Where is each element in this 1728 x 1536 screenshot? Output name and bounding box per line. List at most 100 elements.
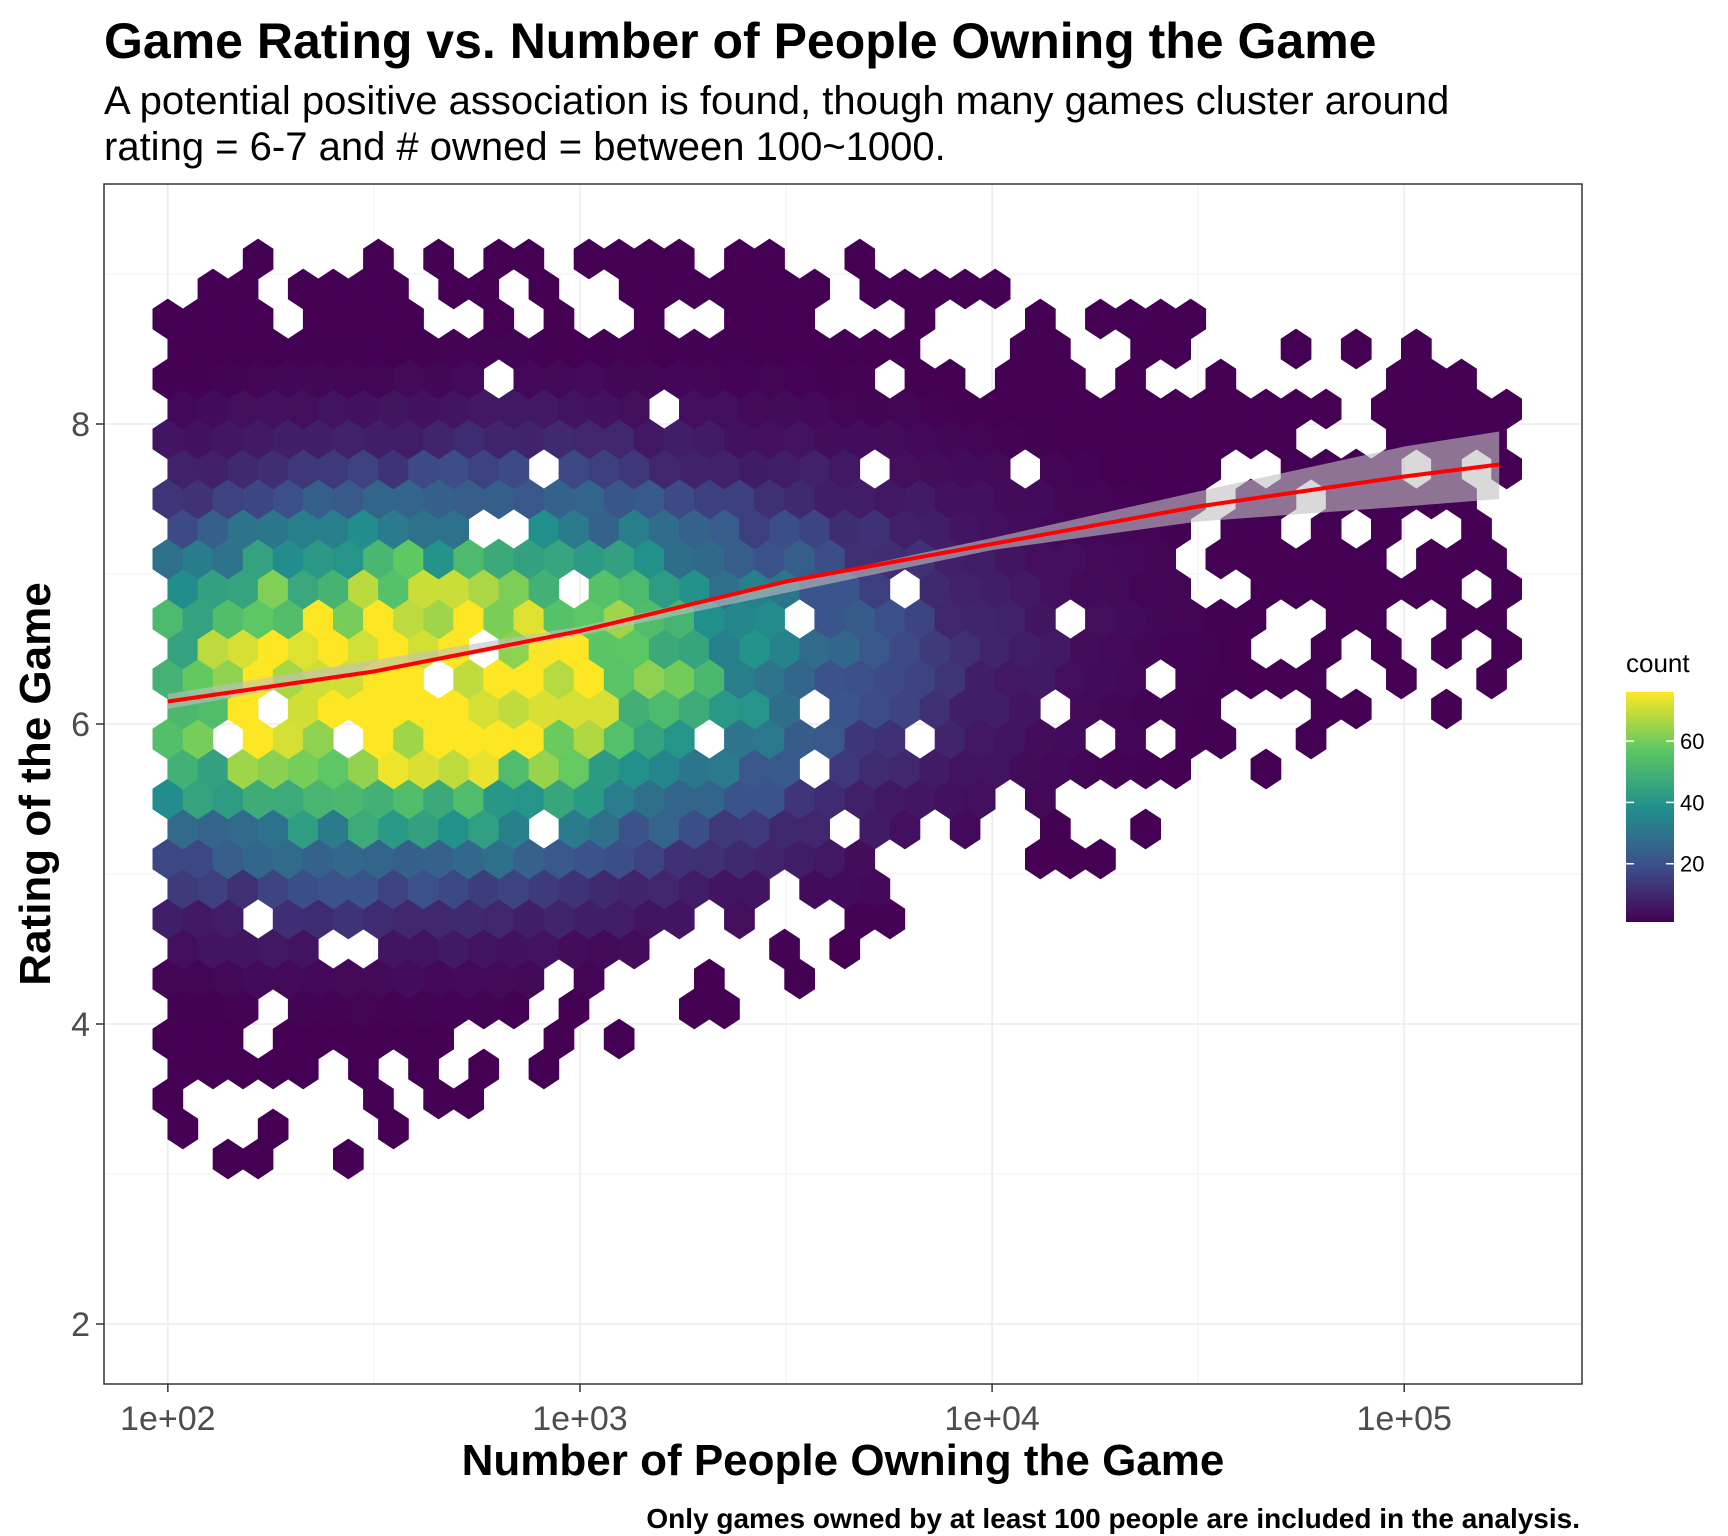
hexbin-cell [513,538,545,580]
hexbin-cell [874,718,906,760]
hexbin-cell [423,598,454,640]
hexbin-cell [528,868,560,910]
hexbin-cell [889,268,921,310]
hexbin-cell [227,388,259,430]
hexbin-cell [483,838,515,880]
hexbin-cell [393,418,424,460]
hexbin-cell [1175,298,1207,340]
hexbin-cell [348,568,379,610]
hexbin-cell [212,538,244,580]
hexbin-cell [1160,688,1191,730]
hexbin-cell [1145,418,1176,460]
hexbin-cell [1009,328,1041,370]
hexbin-cell [979,628,1011,670]
hexbin-cell [1070,748,1101,790]
hexbin-cell [393,958,424,1000]
hexbin-cell [363,1078,394,1120]
hexbin-cell [318,388,349,430]
hexbin-cell [167,748,199,790]
hexbin-cell [348,868,379,910]
hexbin-cell [378,268,409,310]
hexbin-cell [152,1018,184,1060]
hexbin-cell [829,448,861,490]
hexbin-cell [859,508,891,550]
hexbin-cell [212,478,244,520]
hexbin-cell [483,718,515,760]
hexbin-cell [378,688,409,730]
hexbin-cell [302,898,334,940]
hexbin-cell [558,868,590,910]
hexbin-cell [1009,628,1041,670]
hexbin-cell [257,568,289,610]
hexbin-cell [528,688,560,730]
hexbin-cell [573,658,605,700]
hexbin-cell [152,838,184,880]
hexbin-cell [588,688,620,730]
hexbin-cell [1055,838,1086,880]
hexbin-cell [287,568,319,610]
hexbin-cell [724,238,755,280]
hexbin-cell [859,388,891,430]
hexbin-cell [287,868,319,910]
hexbin-cell [272,418,304,460]
hexbin-cell [573,778,605,820]
hexbin-cell [438,568,469,610]
hexbin-cell [167,388,199,430]
hexbin-cell [603,718,635,760]
hexbin-cell [663,838,695,880]
hexbin-cell [302,298,334,340]
hexbin-cell [167,568,199,610]
hexbin-cell [814,838,846,880]
hexbin-cell [1070,688,1101,730]
hexbin-cell [378,808,409,850]
hexbin-cell [197,988,229,1030]
hexbin-cell [679,988,710,1030]
hexbin-cell [558,988,590,1030]
hexbin-cell [438,328,469,370]
hexbin-cell [754,838,785,880]
hexbin-cell [919,268,951,310]
hexbin-cell [1190,688,1222,730]
hexbin-cell [1265,658,1297,700]
hexbin-cell [709,448,740,490]
hexbin-cell [1130,448,1161,490]
hexbin-cell [799,868,830,910]
hexbin-cell [919,688,951,730]
hexbin-cell [543,838,575,880]
hexbin-cell [453,958,484,1000]
chart-caption: Only games owned by at least 100 people … [646,1503,1580,1534]
hexbin-cell [588,868,620,910]
hexbin-cell [423,898,454,940]
hexbin-cell [648,328,680,370]
hexbin-cell [964,778,996,820]
hexbin-cell [543,658,575,700]
hexbin-cell [603,838,635,880]
hexbin-cell [408,388,439,430]
hexbin-cell [167,928,199,970]
hexbin-cell [227,568,259,610]
hexbin-cell [739,868,770,910]
trend-line [167,462,1500,704]
hexbin-cell [1265,418,1297,460]
hexbin-cell [182,598,214,640]
hexbin-cell [799,268,830,310]
hexbin-cell [949,568,981,610]
hexbin-cell [543,898,575,940]
hexbin-cell [287,508,319,550]
hexbin-cell [1340,568,1372,610]
hexbin-cell [1250,508,1282,550]
hexbin-cell [588,808,620,850]
legend-colorbar [1626,692,1674,922]
hexbin-cell [859,268,891,310]
hexbin-cell [618,268,650,310]
hexbin-cell [152,478,184,520]
hexbin-cell [724,658,755,700]
hexbin-cell [1401,388,1432,430]
hexbin-cell [934,658,966,700]
plot-panel-border [103,183,1583,1385]
hexbin-cell [513,478,545,520]
hexbin-cell [994,538,1026,580]
hexbin-cell [453,358,484,400]
hexbin-cell [302,778,334,820]
hexbin-cell [393,898,424,940]
